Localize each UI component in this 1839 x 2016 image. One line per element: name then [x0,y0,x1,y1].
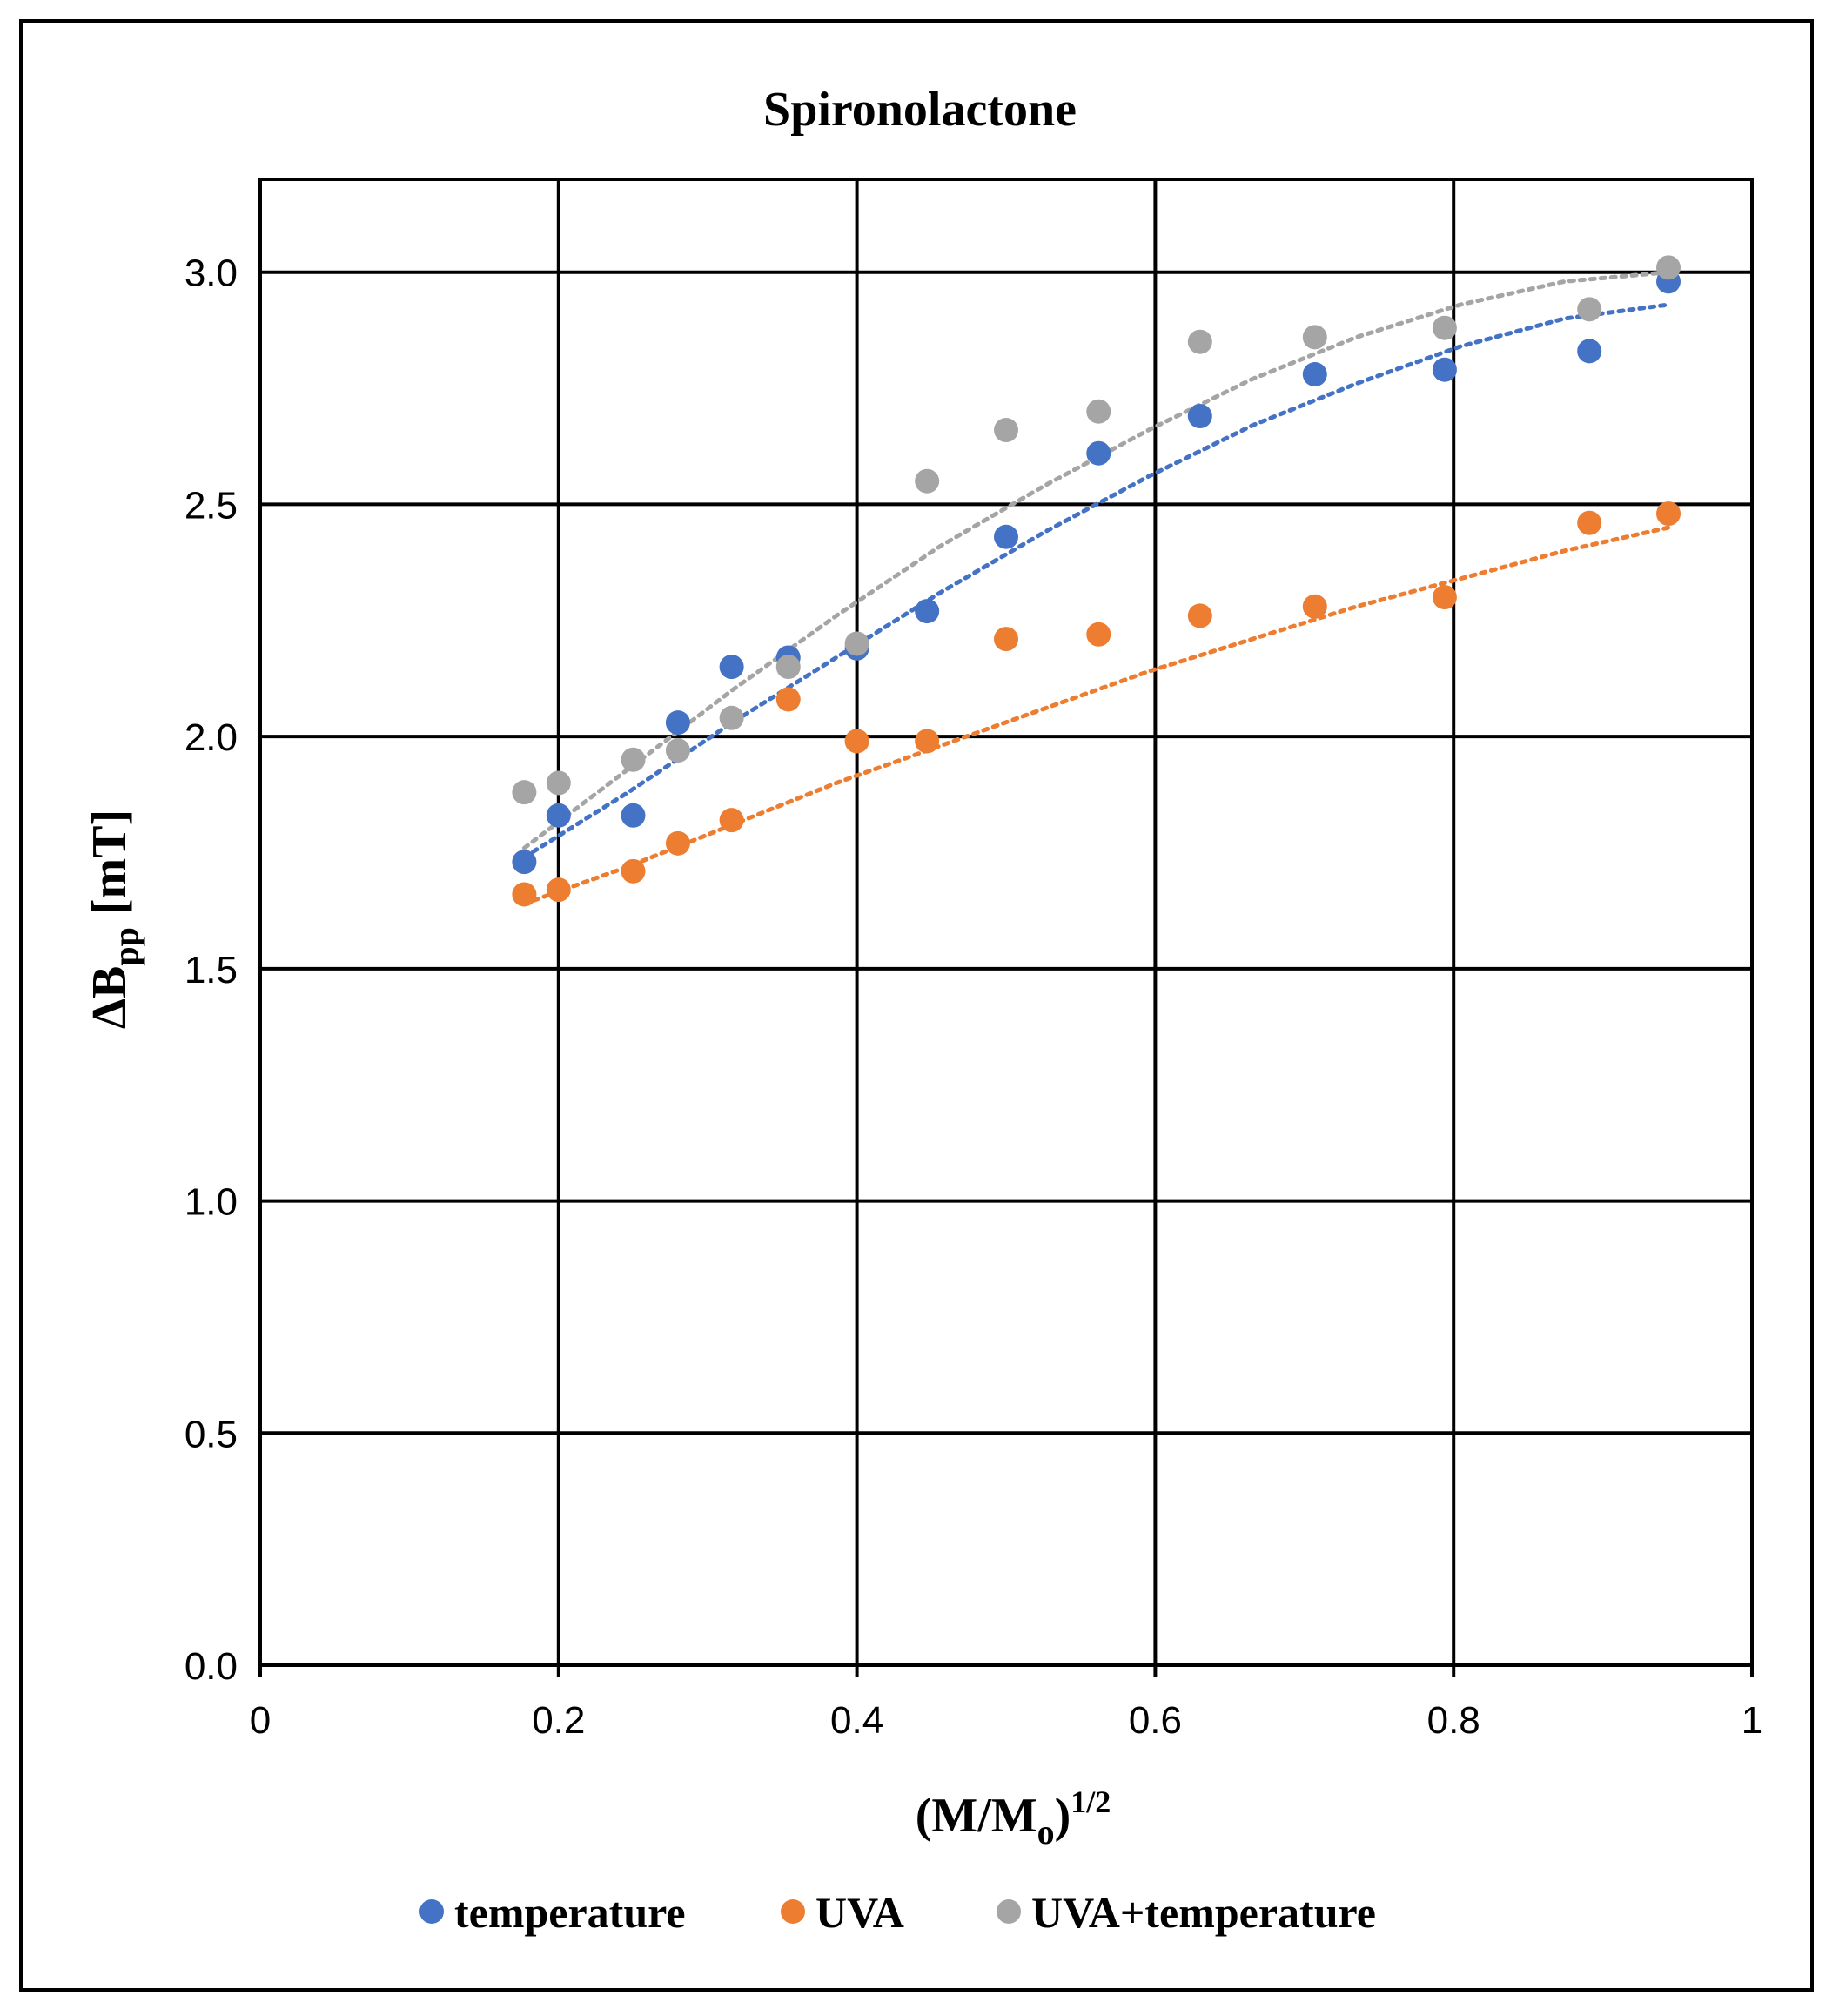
point-uva [775,687,801,712]
y-tick-label: 0.0 [185,1645,238,1688]
point-uva [719,808,744,833]
point-uva-temperature [775,655,801,680]
x-axis-label-sub: o [1037,1812,1055,1851]
y-tick-label: 2.0 [185,716,238,759]
point-uva [1302,594,1327,619]
point-uva-temperature [1302,325,1327,350]
point-uva [915,729,940,754]
chart-frame: Spironolactone 0.0 0.5 1.0 1.5 2.0 2.5 3.0 0 0.2… [19,19,1814,1992]
legend-marker-uva [781,1899,805,1924]
x-axis-label-sup: 1/2 [1071,1784,1111,1819]
point-temperature [621,803,646,828]
y-axis-label: ΔBpp [mT] [83,810,145,1029]
y-axis-label-tail: [mT] [83,810,137,927]
x-tick-label: 0 [250,1699,271,1742]
legend-label-uva: UVA [815,1888,904,1937]
legend-marker-uva-temperature [997,1899,1021,1924]
point-temperature [915,599,940,624]
y-tick-label: 1.0 [185,1181,238,1224]
legend-label-uva-temperature: UVA+temperature [1031,1888,1376,1937]
y-axis-label-base: ΔB [83,966,137,1029]
point-uva-temperature [844,631,869,656]
trendlines [521,270,1671,906]
y-tick-label: 3.0 [185,252,238,295]
point-uva [1187,603,1212,628]
trendline-temperature [521,302,1671,860]
point-uva-temperature [915,468,940,494]
point-temperature [1432,357,1457,382]
legend: temperature UVA UVA+temperature [419,1888,1376,1937]
point-temperature [512,850,537,875]
grid-lines [258,178,1754,1677]
point-uva-temperature [1656,255,1681,280]
point-uva [1432,585,1457,610]
point-uva [665,830,690,856]
point-uva-temperature [1577,297,1602,322]
point-uva [512,882,537,907]
point-uva [844,729,869,754]
point-temperature [994,524,1018,549]
legend-marker-temperature [419,1899,444,1924]
legend-label-temperature: temperature [454,1888,686,1937]
x-tick-label: 0.8 [1427,1699,1480,1742]
point-uva-temperature [1187,329,1212,354]
point-uva-temperature [719,705,744,730]
x-axis-label-base: (M/M [916,1789,1037,1843]
y-axis-label-sub: pp [106,927,145,966]
point-temperature [1086,440,1111,466]
chart-title: Spironolactone [763,83,1077,137]
point-uva-temperature [665,738,690,763]
trendline-uva [521,525,1671,906]
chart-svg: Spironolactone 0.0 0.5 1.0 1.5 2.0 2.5 3.0 0 0.2… [83,83,1762,1937]
point-temperature [719,655,744,680]
x-axis-label: (M/Mo)1/2 [916,1784,1111,1851]
point-temperature [1187,404,1212,429]
y-tick-label: 0.5 [185,1413,238,1455]
point-uva-temperature [1432,315,1457,340]
trendline-uva-temperature [521,270,1671,850]
x-tick-label: 0.4 [830,1699,883,1742]
point-temperature [1577,339,1602,364]
x-tick-label: 1 [1742,1699,1762,1742]
x-tick-label: 0.2 [532,1699,585,1742]
point-uva-temperature [546,770,571,796]
point-uva [621,858,646,884]
y-tick-label: 2.5 [185,484,238,527]
point-uva-temperature [994,418,1018,443]
x-tick-label: 0.6 [1129,1699,1182,1742]
point-temperature [1302,362,1327,387]
point-uva [1656,501,1681,527]
point-uva-temperature [512,780,537,805]
point-temperature [546,803,571,828]
point-uva [1577,510,1602,535]
y-tick-label: 1.5 [185,949,238,991]
tick-labels: 0.0 0.5 1.0 1.5 2.0 2.5 3.0 0 0.2 0.4 0.6 0.8 1 [185,252,1762,1742]
point-uva [1086,622,1111,647]
x-axis-label-tail: ) [1055,1789,1071,1843]
point-uva-temperature [621,747,646,772]
data-points [512,255,1681,907]
plot-area-border [258,178,1754,1667]
point-uva-temperature [1086,399,1111,424]
point-temperature [665,710,690,736]
point-uva [546,877,571,903]
point-uva [994,627,1018,652]
